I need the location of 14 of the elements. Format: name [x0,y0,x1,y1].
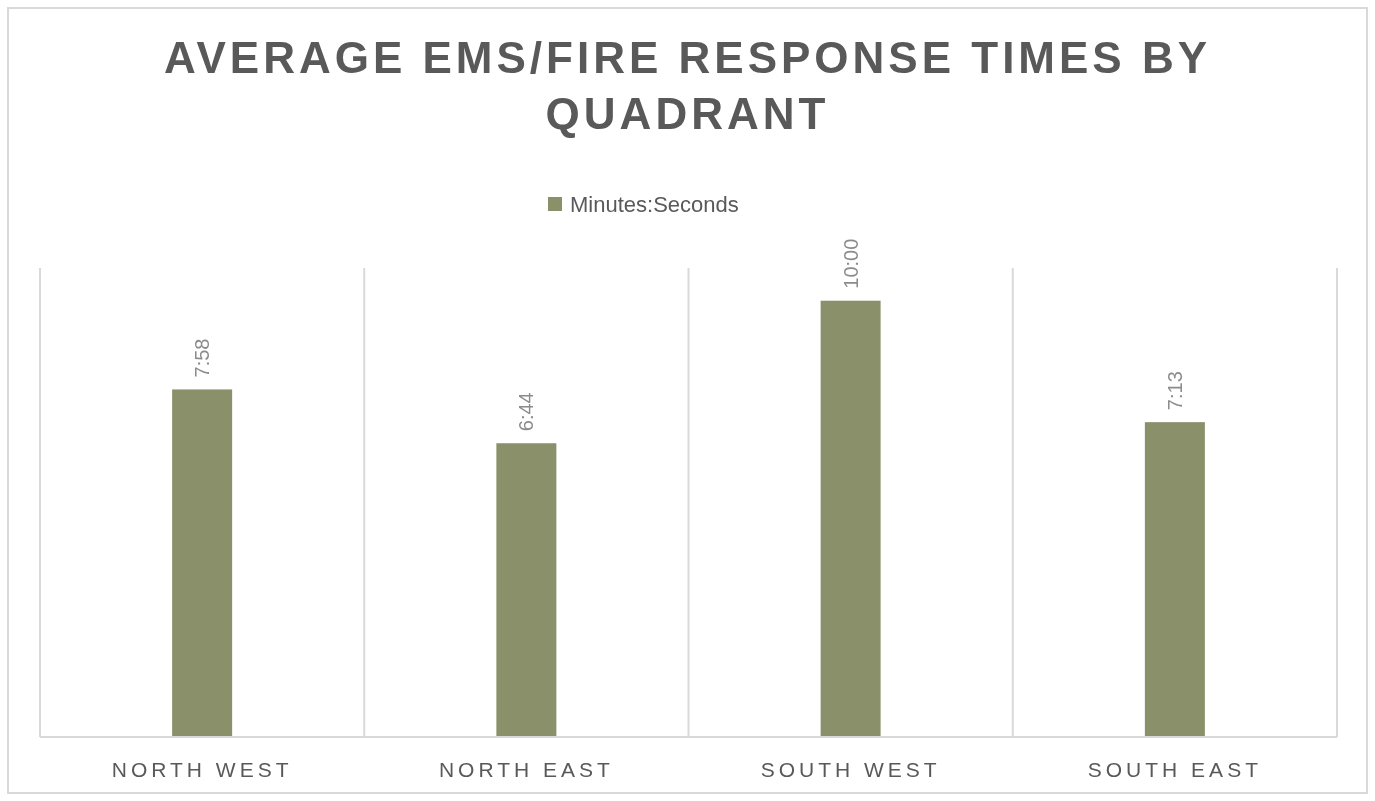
chart-title: AVERAGE EMS/FIRE RESPONSE TIMES BY QUADRANT [162,32,1213,140]
bar [820,300,881,737]
x-tick-label: SOUTH WEST [760,758,941,781]
data-label: 6:44 [515,392,538,432]
x-tick-label: NORTH WEST [111,758,293,781]
bar [496,443,557,737]
data-label: 10:00 [839,238,862,289]
legend-label: Minutes:Seconds [570,192,739,217]
bar [172,389,233,737]
x-tick-label: NORTH EAST [438,758,614,781]
bar [1144,422,1205,737]
x-tick-label: SOUTH EAST [1087,758,1262,781]
data-label: 7:58 [191,338,214,378]
data-label: 7:13 [1163,371,1186,411]
